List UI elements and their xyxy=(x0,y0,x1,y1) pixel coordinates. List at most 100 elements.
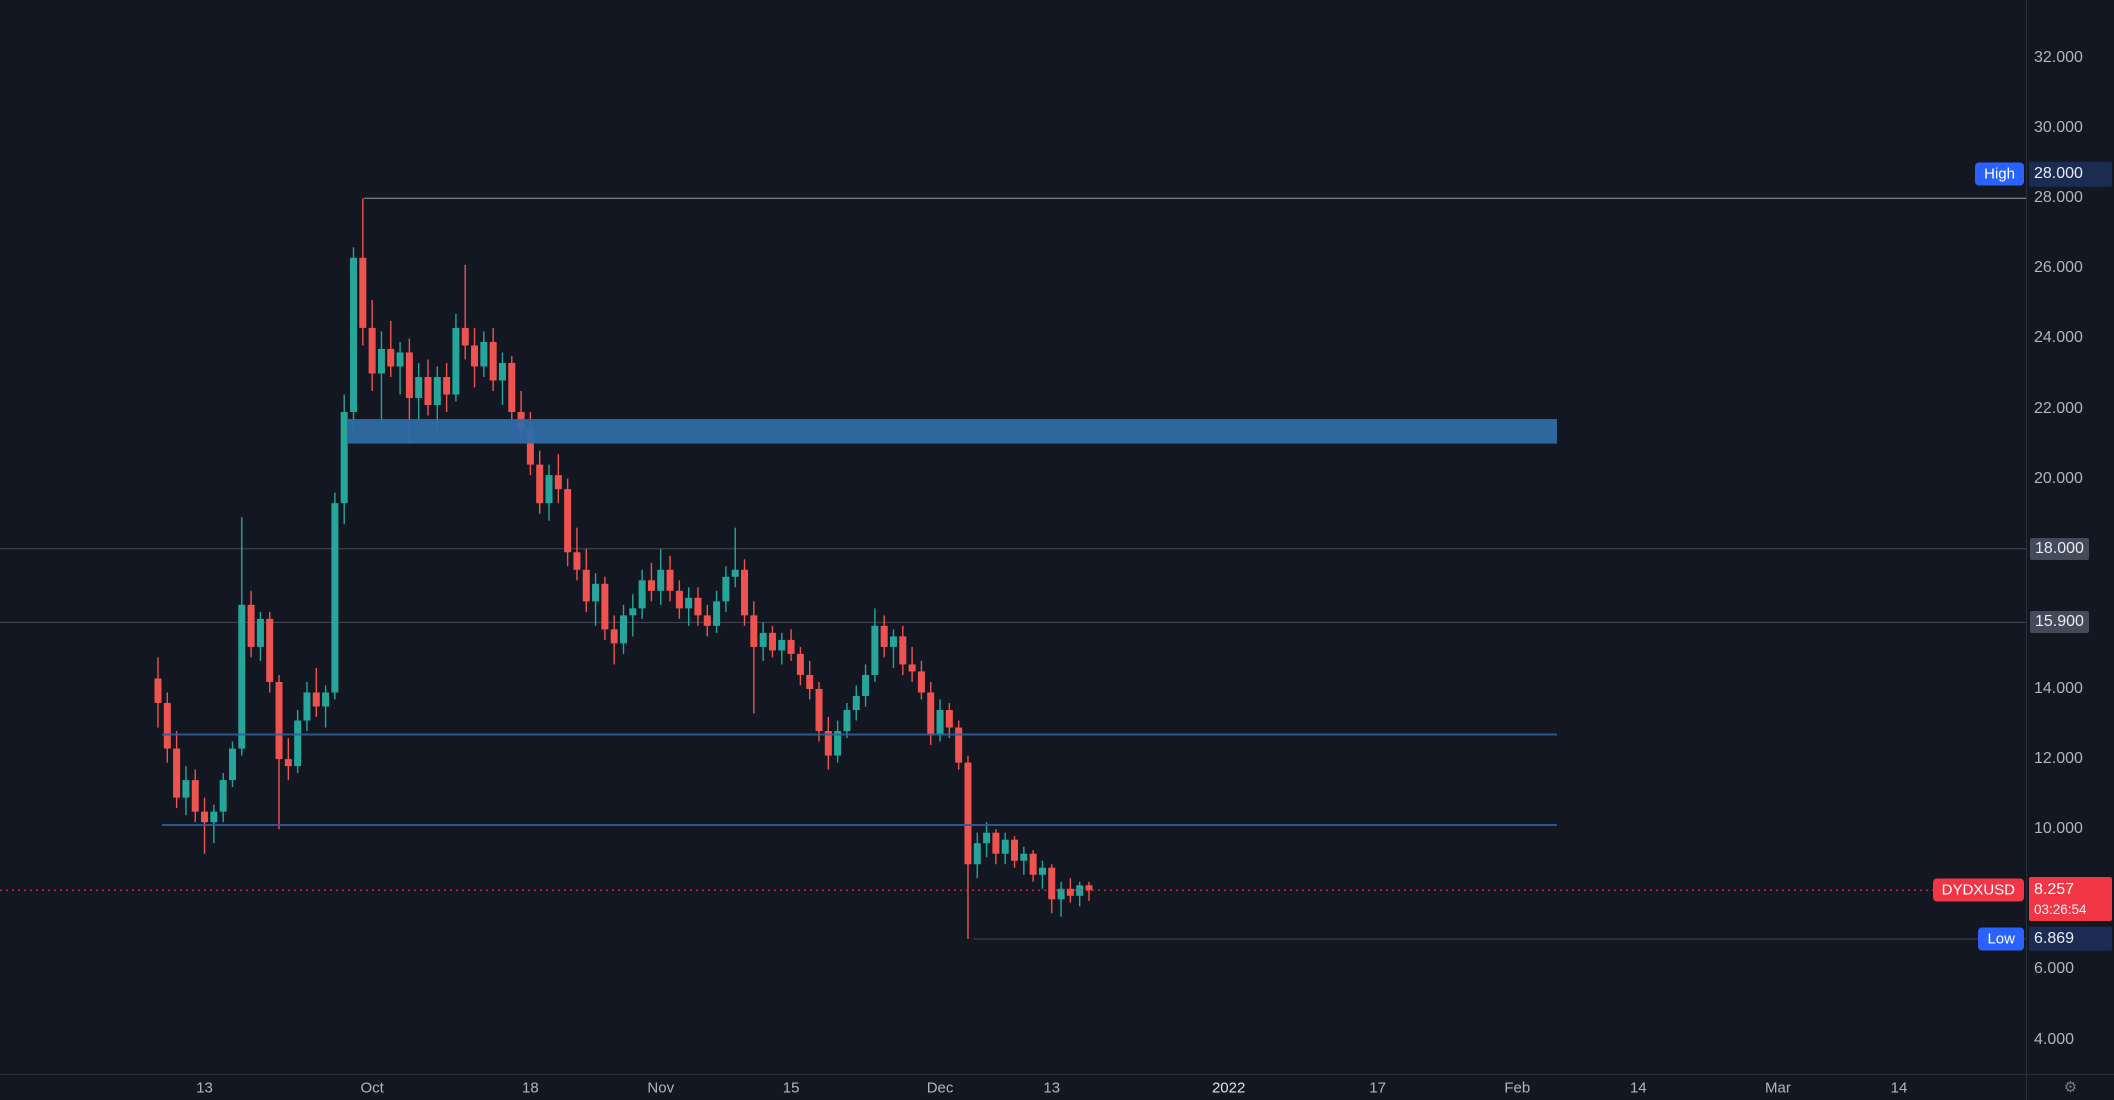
candle-body xyxy=(601,583,609,630)
price-tick-label: 15.900 xyxy=(2030,611,2089,634)
candle-body xyxy=(694,597,702,616)
candle-body xyxy=(889,636,897,647)
candle-body xyxy=(238,604,246,749)
price-tick-label: 6.000 xyxy=(2034,960,2075,978)
candle-body xyxy=(210,811,218,823)
candle-body xyxy=(368,327,376,374)
time-tick-label: Dec xyxy=(926,1079,954,1096)
price-tick-label: 32.000 xyxy=(2034,49,2083,66)
candle-body xyxy=(964,762,972,865)
candle-body xyxy=(247,604,255,647)
candle-body xyxy=(815,688,823,732)
supply-zone-rectangle[interactable] xyxy=(348,419,1557,444)
axis-corner: ⚙ xyxy=(2026,1074,2114,1100)
time-tick-label: Nov xyxy=(647,1079,675,1096)
price-axis[interactable]: 28.000 6.869 8.257 03:26:54 32.000 30.000… xyxy=(2026,0,2114,1074)
candle-body xyxy=(722,576,730,602)
candle-body xyxy=(508,362,516,413)
low-price-axis-badge: 6.869 xyxy=(2029,926,2112,952)
time-tick-label: 13 xyxy=(196,1079,213,1096)
candle-body xyxy=(759,632,767,647)
candle-body xyxy=(945,710,953,728)
candle-body xyxy=(973,843,981,865)
candle-body xyxy=(396,352,404,367)
candle-body xyxy=(545,475,553,504)
candle-body xyxy=(182,780,190,798)
candlestick-chart-canvas[interactable] xyxy=(0,0,2026,1074)
price-tick-label: 24.000 xyxy=(2034,329,2083,347)
candle-body xyxy=(284,759,292,767)
price-tick-label: 28.000 xyxy=(2034,189,2083,207)
candle-body xyxy=(843,710,851,732)
candle-body xyxy=(620,615,627,644)
candle-body xyxy=(266,618,274,682)
candle-body xyxy=(331,503,339,693)
candle-body xyxy=(741,569,749,616)
gear-icon[interactable]: ⚙ xyxy=(2063,1078,2078,1096)
candle-body xyxy=(554,475,562,490)
candle-body xyxy=(731,569,739,577)
price-tick-label: 10.000 xyxy=(2034,820,2083,838)
candle-body xyxy=(256,618,264,647)
candle-body xyxy=(880,625,888,647)
low-marker-chip: Low xyxy=(1978,927,2024,951)
candle-body xyxy=(908,664,916,672)
bar-countdown-timer: 03:26:54 xyxy=(2034,901,2087,917)
time-tick-label: Mar xyxy=(1765,1079,1791,1096)
candle-body xyxy=(1038,867,1046,875)
time-tick-label: 18 xyxy=(522,1079,539,1096)
price-tick-label: 22.000 xyxy=(2034,399,2083,417)
time-tick-label: 13 xyxy=(1043,1079,1061,1096)
candle-body xyxy=(713,601,721,626)
candle-body xyxy=(675,590,683,609)
candle-body xyxy=(638,580,646,609)
candle-body xyxy=(927,692,935,735)
candle-body xyxy=(312,692,320,707)
candle-body xyxy=(340,412,348,504)
candle-body xyxy=(303,692,311,721)
last-price-value: 8.257 xyxy=(2034,881,2075,899)
candle-body xyxy=(582,569,590,602)
candle-body xyxy=(796,653,804,675)
candle-body xyxy=(219,780,227,812)
candle-body xyxy=(415,376,423,399)
candle-body xyxy=(852,695,860,711)
candle-body xyxy=(201,811,209,823)
candle-body xyxy=(787,639,795,654)
price-tick-label: 4.000 xyxy=(2034,1030,2075,1048)
candle-body xyxy=(443,376,451,395)
candle-body xyxy=(424,376,432,406)
time-tick-label: 14 xyxy=(1890,1079,1908,1096)
candle-body xyxy=(536,464,544,504)
candle-body xyxy=(1048,867,1056,900)
price-tick-label: 30.000 xyxy=(2034,119,2083,137)
candle-body xyxy=(350,257,358,413)
candle-body xyxy=(610,629,618,644)
candle-body xyxy=(173,748,181,798)
candle-body xyxy=(685,597,693,609)
candle-body xyxy=(1020,853,1028,861)
candle-body xyxy=(806,674,814,689)
candle-body xyxy=(778,639,786,651)
candle-body xyxy=(834,731,842,756)
symbol-price-chip: DYDXUSD xyxy=(1932,878,2024,902)
candle-body xyxy=(824,731,832,756)
candle-body xyxy=(1001,839,1009,854)
candle-body xyxy=(526,429,534,465)
price-tick-label: 18.000 xyxy=(2030,537,2089,560)
candle-body xyxy=(387,348,395,367)
time-axis[interactable]: 13 Oct 18 Nov 15 Dec 13 2022 17 Feb 14 Mar 14 xyxy=(0,1074,2114,1100)
candle-body xyxy=(592,583,600,602)
candle-body xyxy=(275,681,283,760)
candle-body xyxy=(498,362,506,381)
candle-body xyxy=(471,345,479,367)
candle-body xyxy=(359,257,367,328)
price-tick-label: 20.000 xyxy=(2034,469,2083,487)
candle-body xyxy=(983,832,991,844)
candle-body xyxy=(489,341,497,381)
candle-body xyxy=(294,720,302,767)
candle-body xyxy=(461,327,469,346)
candle-body xyxy=(191,780,199,812)
candle-body xyxy=(666,569,674,591)
